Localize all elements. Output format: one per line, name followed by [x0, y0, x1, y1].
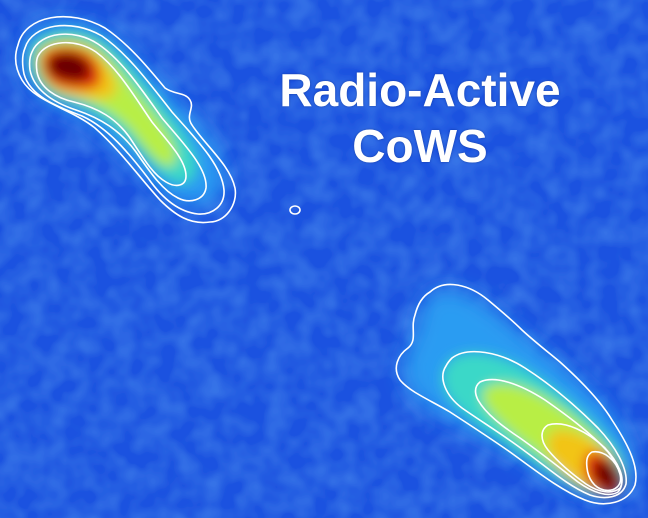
title-line-1: Radio-Active	[279, 64, 561, 116]
contour-lines	[14, 15, 637, 505]
contour-lower-4	[541, 423, 623, 493]
contour-upper-3	[28, 33, 207, 202]
title-line-2: CoWS	[352, 120, 488, 172]
contour-upper-4	[35, 41, 187, 187]
contour-small-blob	[289, 205, 301, 215]
contour-lower-5	[585, 450, 622, 492]
contour-lower-outer	[395, 283, 637, 505]
contour-upper-2	[21, 24, 225, 215]
contour-lower-3	[474, 378, 623, 496]
contour-upper-outer	[14, 15, 237, 224]
contour-lower-2	[442, 350, 627, 499]
image-title: Radio-Active CoWS	[232, 62, 608, 174]
